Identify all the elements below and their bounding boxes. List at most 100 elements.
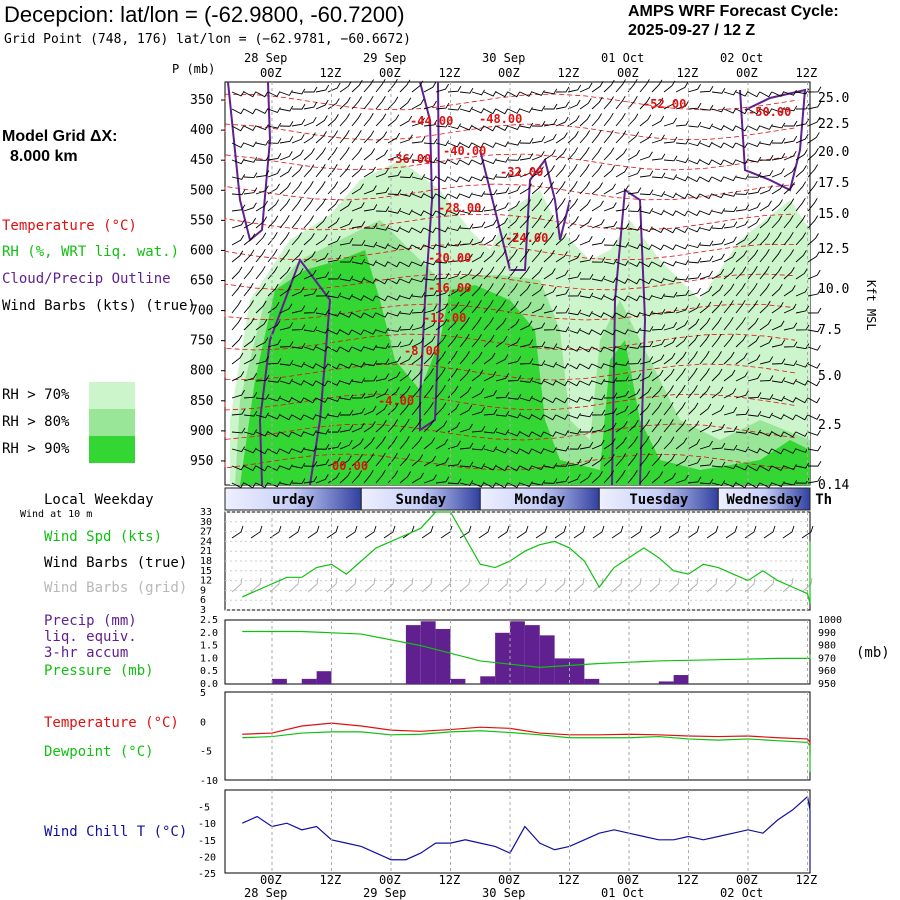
wind-barb — [651, 293, 665, 300]
wind-barb — [543, 462, 558, 469]
wind-barb — [375, 404, 388, 416]
wind-barb — [279, 215, 290, 229]
wind-barb — [531, 285, 544, 297]
top-date-label: 30 Sep — [482, 51, 525, 65]
wind-barb — [555, 197, 566, 212]
wind-barb — [795, 379, 809, 386]
wind-barb — [567, 413, 581, 419]
wind-barb — [471, 125, 485, 132]
wind-barb — [519, 283, 531, 297]
wind-barb — [759, 412, 773, 419]
wind-barb — [303, 251, 316, 263]
wind-barb — [567, 234, 580, 246]
wind-barb — [507, 318, 520, 331]
wind-barb — [687, 257, 702, 264]
wind-barb — [411, 244, 425, 251]
wind-barb — [267, 107, 281, 113]
precip-tick-label: 2.0 — [200, 628, 218, 639]
wind-barb — [567, 474, 581, 484]
wind-barb — [723, 267, 736, 280]
wind-barb — [783, 198, 795, 212]
temperature-contour — [224, 183, 796, 201]
wind-barb — [411, 352, 424, 365]
grid-wind-barb — [611, 577, 623, 593]
wind-barb — [639, 371, 653, 382]
rh-90-swatch — [89, 436, 135, 463]
wind-barb — [267, 283, 279, 297]
height-tick-label: 7.5 — [818, 323, 841, 338]
wind-barb — [759, 337, 773, 348]
bottom-time-tick-label: 00Z — [617, 873, 639, 887]
grid-wind-barb — [744, 577, 756, 593]
wind-barb — [483, 427, 498, 434]
wind-barb — [279, 414, 293, 421]
wind-barb — [507, 249, 518, 263]
surface-wind-barb — [706, 525, 719, 539]
wind-barb — [639, 208, 654, 214]
wind-barb — [495, 141, 509, 148]
top-time-tick-label: 12Z — [558, 66, 580, 80]
wind-barb — [699, 209, 713, 216]
wind-spd-label: Wind Spd (kts) — [44, 529, 163, 545]
wind-barb — [327, 254, 342, 263]
wind-barb — [723, 125, 737, 132]
wind-barb — [675, 289, 690, 297]
wind-barb — [567, 180, 578, 195]
wind-barb — [471, 191, 486, 197]
wind-barb — [483, 371, 497, 382]
wind-barb — [459, 142, 473, 149]
wind-barb — [339, 146, 350, 161]
wind-barb — [327, 146, 338, 161]
wind-barb — [675, 320, 689, 331]
wind-barb — [483, 108, 497, 115]
wind-barb — [603, 258, 618, 265]
surface-wind-barb — [535, 525, 548, 539]
wind-barb — [363, 469, 374, 484]
wind-barb — [435, 438, 449, 450]
wind-barb — [627, 113, 639, 127]
wind-barb — [627, 436, 638, 450]
wind-barb — [759, 319, 772, 331]
wind-barb — [303, 101, 318, 110]
wind-barb — [435, 193, 449, 200]
wind-barb — [483, 189, 498, 196]
wind-barb — [375, 436, 387, 450]
wind-barb — [795, 343, 810, 350]
wind-barb — [231, 234, 245, 246]
wind-barb — [639, 244, 653, 251]
wind-barb — [423, 119, 438, 127]
wind-barb — [567, 380, 581, 387]
grid-wind-barb — [383, 577, 395, 593]
grid-wind-barb — [573, 577, 585, 593]
wind-barb — [399, 277, 413, 284]
wind-barb — [279, 136, 294, 144]
wind-barb — [663, 80, 676, 93]
wind-barb — [591, 113, 602, 127]
wind-barb — [699, 86, 714, 93]
wind-barb — [411, 192, 425, 199]
temperature-contour-label: -28.00 — [438, 201, 481, 215]
wind-barb — [807, 132, 820, 144]
wind-barb — [387, 356, 402, 365]
wind-barb — [303, 307, 318, 314]
temperature-contour — [224, 153, 796, 171]
wind-barb — [411, 155, 426, 162]
wind-barb — [327, 310, 341, 317]
surface-wind-barb — [592, 525, 605, 539]
wind-barb — [579, 441, 594, 450]
temperature-contour — [224, 213, 796, 231]
wind-barb — [435, 210, 449, 217]
wind-barb — [615, 204, 630, 212]
wind-barb — [723, 251, 737, 263]
wind-barb — [603, 221, 618, 229]
surface-wind-barb — [497, 525, 510, 539]
wind-barb — [771, 339, 786, 348]
wind-barb — [231, 371, 245, 382]
model-grid-label: Model Grid ΔX: — [2, 128, 118, 145]
wind-barb — [435, 83, 449, 93]
wind-barb — [591, 294, 605, 300]
wind-barb — [315, 345, 329, 352]
wind-barb — [303, 445, 318, 452]
wind-barb — [315, 115, 328, 127]
pressure-tick-label: 950 — [818, 679, 836, 690]
